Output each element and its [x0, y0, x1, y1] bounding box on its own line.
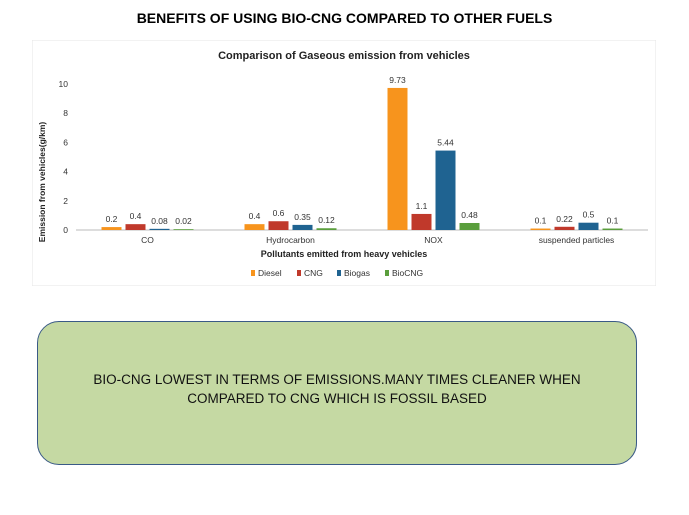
y-tick-label: 4 [63, 167, 68, 177]
y-tick-label: 8 [63, 108, 68, 118]
x-tick-label: Hydrocarbon [266, 235, 315, 245]
bar-cng-3 [554, 226, 575, 230]
legend-label: Biogas [344, 268, 370, 278]
y-axis-ticks: 0 2 4 6 8 10 [59, 79, 69, 235]
bar-value-label: 1.1 [416, 201, 428, 211]
bar-biocng-2 [459, 222, 480, 230]
legend-label: BioCNG [392, 268, 423, 278]
bar-value-label: 0.6 [273, 208, 285, 218]
slide-title: BENEFITS OF USING BIO-CNG COMPARED TO OT… [136, 10, 553, 26]
bar-diesel-3 [530, 228, 551, 230]
y-tick-label: 0 [63, 225, 68, 235]
bar-value-label: 9.73 [389, 75, 406, 85]
chart-ylabel: Emission from vehicles(g/km) [37, 122, 47, 243]
legend-label: Diesel [258, 268, 282, 278]
legend-swatch-cng [297, 270, 301, 276]
bar-biogas-1 [292, 224, 313, 230]
bar-biocng-0 [173, 229, 194, 230]
callout-text: BIO-CNG LOWEST IN TERMS OF EMISSIONS.MAN… [93, 372, 581, 406]
summary-callout: BIO-CNG LOWEST IN TERMS OF EMISSIONS.MAN… [37, 321, 637, 465]
y-tick-label: 10 [59, 79, 69, 89]
x-axis-ticks: CO Hydrocarbon NOX suspended particles [141, 235, 614, 245]
chart-title: Comparison of Gaseous emission from vehi… [218, 50, 470, 62]
bar-value-label: 0.35 [294, 212, 311, 222]
chart-svg: Comparison of Gaseous emission from vehi… [32, 40, 656, 286]
bar-value-label: 0.4 [249, 211, 261, 221]
legend: Diesel CNG Biogas BioCNG [251, 268, 423, 278]
bar-value-label: 0.48 [461, 210, 478, 220]
y-tick-label: 2 [63, 196, 68, 206]
legend-swatch-biocng [385, 270, 389, 276]
bar-biocng-3 [602, 228, 623, 230]
bar-value-label: 5.44 [437, 138, 454, 148]
bar-cng-0 [125, 224, 146, 230]
x-tick-label: suspended particles [539, 235, 615, 245]
bar-biocng-1 [316, 228, 337, 230]
bar-diesel-2 [387, 87, 408, 230]
chart-xlabel: Pollutants emitted from heavy vehicles [261, 249, 428, 259]
bar-value-label: 0.5 [583, 210, 595, 220]
bars-group: 0.2 0.4 0.08 0.02 0.4 0.6 0.35 0.12 9.73 1.1 5.44 0… [101, 75, 623, 230]
legend-label: CNG [304, 268, 323, 278]
bar-biogas-3 [578, 222, 599, 230]
bar-value-label: 0.22 [556, 214, 573, 224]
bar-value-label: 0.1 [535, 216, 547, 226]
bar-value-label: 0.12 [318, 215, 335, 225]
bar-value-label: 0.02 [175, 216, 192, 226]
bar-value-label: 0.2 [106, 214, 118, 224]
bar-value-label: 0.4 [130, 211, 142, 221]
x-tick-label: CO [141, 235, 154, 245]
legend-swatch-diesel [251, 270, 255, 276]
bar-biogas-2 [435, 150, 456, 230]
chart-border [32, 40, 656, 286]
bar-value-label: 0.08 [151, 216, 168, 226]
x-tick-label: NOX [424, 235, 443, 245]
y-tick-label: 6 [63, 137, 68, 147]
bar-value-label: 0.1 [607, 216, 619, 226]
legend-swatch-biogas [337, 270, 341, 276]
bar-diesel-0 [101, 227, 122, 230]
bar-biogas-0 [149, 228, 170, 230]
emission-chart: Comparison of Gaseous emission from vehi… [32, 40, 656, 286]
bar-diesel-1 [244, 224, 265, 230]
bar-cng-1 [268, 221, 289, 230]
bar-cng-2 [411, 213, 432, 230]
